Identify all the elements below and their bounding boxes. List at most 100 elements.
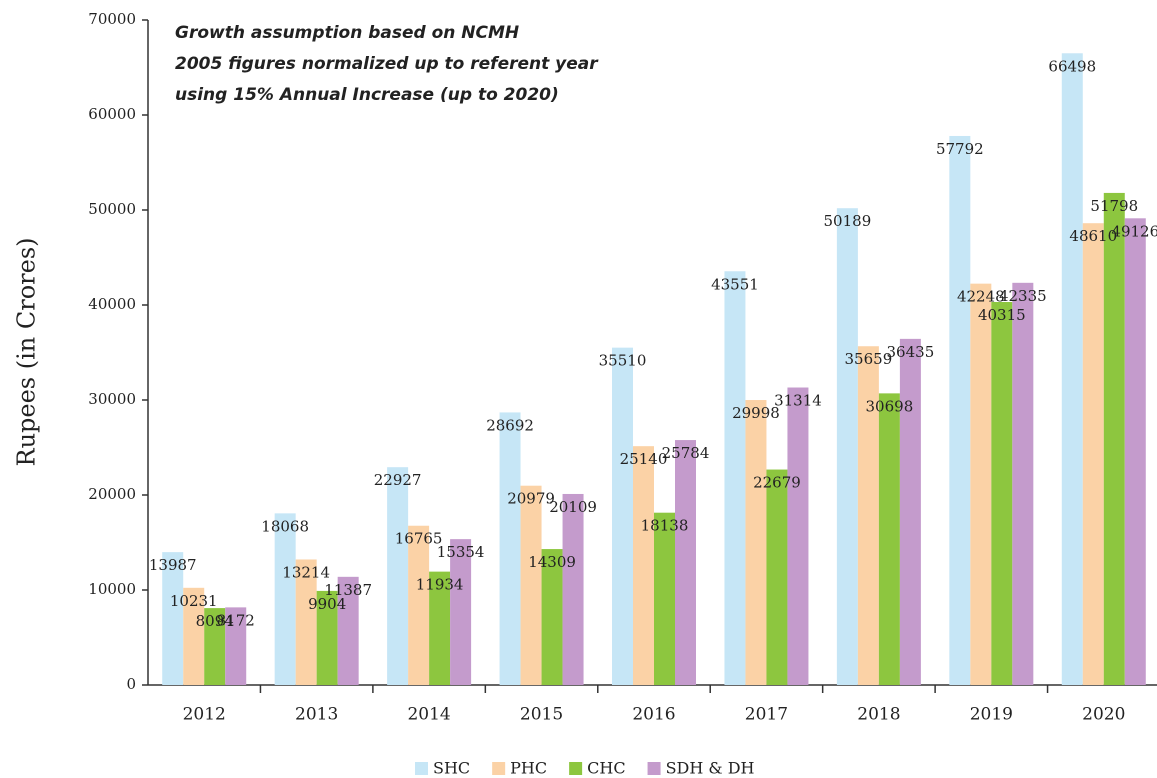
bar bbox=[1061, 53, 1083, 686]
x-tick-label: 2018 bbox=[857, 705, 900, 725]
y-axis-label: Rupees (in Crores) bbox=[13, 237, 41, 466]
value-label: 35659 bbox=[845, 350, 893, 368]
bar bbox=[836, 208, 858, 685]
y-tick-label: 0 bbox=[126, 675, 136, 693]
value-label: 13987 bbox=[149, 556, 197, 574]
bar bbox=[1012, 282, 1034, 685]
value-label: 18138 bbox=[641, 517, 689, 535]
value-label: 35510 bbox=[599, 352, 647, 370]
value-label: 29998 bbox=[732, 404, 780, 422]
bar bbox=[499, 412, 521, 685]
bar bbox=[429, 571, 451, 685]
bar bbox=[520, 485, 542, 685]
value-label: 51798 bbox=[1090, 197, 1138, 215]
bar bbox=[562, 493, 584, 685]
bar bbox=[162, 552, 184, 685]
bar bbox=[633, 446, 654, 685]
bar bbox=[1082, 223, 1104, 685]
legend-label: PHC bbox=[510, 759, 547, 778]
value-label: 66498 bbox=[1048, 57, 1096, 75]
legend-label: SHC bbox=[433, 759, 470, 778]
value-label: 20109 bbox=[549, 498, 597, 516]
value-label: 40315 bbox=[978, 306, 1026, 324]
y-tick-label: 30000 bbox=[88, 390, 136, 408]
y-tick-label: 70000 bbox=[88, 10, 136, 28]
value-label: 25784 bbox=[662, 444, 710, 462]
bar bbox=[541, 549, 563, 685]
legend-swatch bbox=[492, 762, 506, 775]
bar bbox=[204, 608, 226, 685]
value-label: 20979 bbox=[507, 490, 555, 508]
value-label: 25140 bbox=[620, 450, 668, 468]
legend-swatch bbox=[569, 762, 583, 775]
bar bbox=[787, 387, 809, 685]
value-label: 10231 bbox=[170, 592, 218, 610]
value-label: 11387 bbox=[324, 581, 372, 599]
value-label: 9904 bbox=[308, 595, 346, 613]
value-label: 15354 bbox=[437, 543, 485, 561]
value-label: 16765 bbox=[395, 530, 443, 548]
bar bbox=[857, 346, 879, 685]
bar bbox=[225, 607, 247, 685]
value-label: 43551 bbox=[711, 275, 759, 293]
value-label: 49126 bbox=[1111, 222, 1157, 240]
bar bbox=[675, 440, 696, 685]
value-label: 30698 bbox=[866, 397, 914, 415]
value-label: 14309 bbox=[528, 553, 576, 571]
bar bbox=[183, 587, 205, 685]
bar bbox=[991, 302, 1013, 685]
y-tick-label: 50000 bbox=[88, 200, 136, 218]
bar bbox=[745, 400, 767, 685]
bar bbox=[1124, 218, 1146, 686]
bar bbox=[899, 338, 921, 685]
value-label: 22679 bbox=[753, 474, 801, 492]
x-tick-label: 2017 bbox=[745, 705, 788, 725]
value-label: 42248 bbox=[957, 288, 1005, 306]
bar bbox=[295, 559, 317, 685]
bar bbox=[387, 467, 409, 685]
value-label: 18068 bbox=[261, 517, 309, 535]
x-tick-label: 2016 bbox=[632, 705, 675, 725]
value-label: 50189 bbox=[824, 212, 872, 230]
bar bbox=[408, 525, 430, 685]
x-tick-label: 2013 bbox=[295, 705, 338, 725]
bar bbox=[970, 283, 992, 685]
legend-swatch bbox=[415, 762, 428, 775]
value-label: 8094 bbox=[196, 612, 234, 630]
annotation: 2005 figures normalized up to referent y… bbox=[175, 54, 599, 74]
value-label: 36435 bbox=[887, 343, 935, 361]
x-tick-label: 2014 bbox=[407, 705, 450, 725]
y-tick-label: 60000 bbox=[88, 105, 136, 123]
bar bbox=[1103, 192, 1125, 685]
legend-label: CHC bbox=[587, 759, 625, 778]
value-label: 13214 bbox=[282, 563, 330, 581]
annotation: using 15% Annual Increase (up to 2020) bbox=[175, 85, 559, 105]
value-label: 57792 bbox=[936, 140, 984, 158]
bar bbox=[949, 135, 971, 685]
y-tick-label: 10000 bbox=[88, 580, 136, 598]
y-tick-label: 40000 bbox=[88, 295, 136, 313]
value-label: 8172 bbox=[217, 611, 255, 629]
annotation: Growth assumption based on NCMH bbox=[175, 23, 519, 43]
value-label: 31314 bbox=[774, 392, 822, 410]
legend-label: SDH & DH bbox=[666, 759, 755, 778]
value-label: 28692 bbox=[486, 416, 534, 434]
value-label: 48610 bbox=[1069, 227, 1117, 245]
x-tick-label: 2019 bbox=[970, 705, 1013, 725]
legend-swatch bbox=[647, 762, 661, 775]
bar bbox=[316, 590, 338, 685]
bar bbox=[337, 576, 359, 685]
x-tick-label: 2020 bbox=[1082, 705, 1125, 725]
bar bbox=[766, 469, 788, 685]
bar bbox=[450, 539, 472, 685]
bar bbox=[878, 393, 900, 685]
x-tick-label: 2015 bbox=[520, 705, 563, 725]
x-tick-label: 2012 bbox=[183, 705, 226, 725]
bar bbox=[724, 271, 746, 685]
value-label: 11934 bbox=[416, 576, 464, 594]
bar bbox=[654, 512, 675, 685]
value-label: 42335 bbox=[999, 287, 1047, 305]
bar bbox=[612, 347, 633, 685]
bar bbox=[274, 513, 296, 685]
